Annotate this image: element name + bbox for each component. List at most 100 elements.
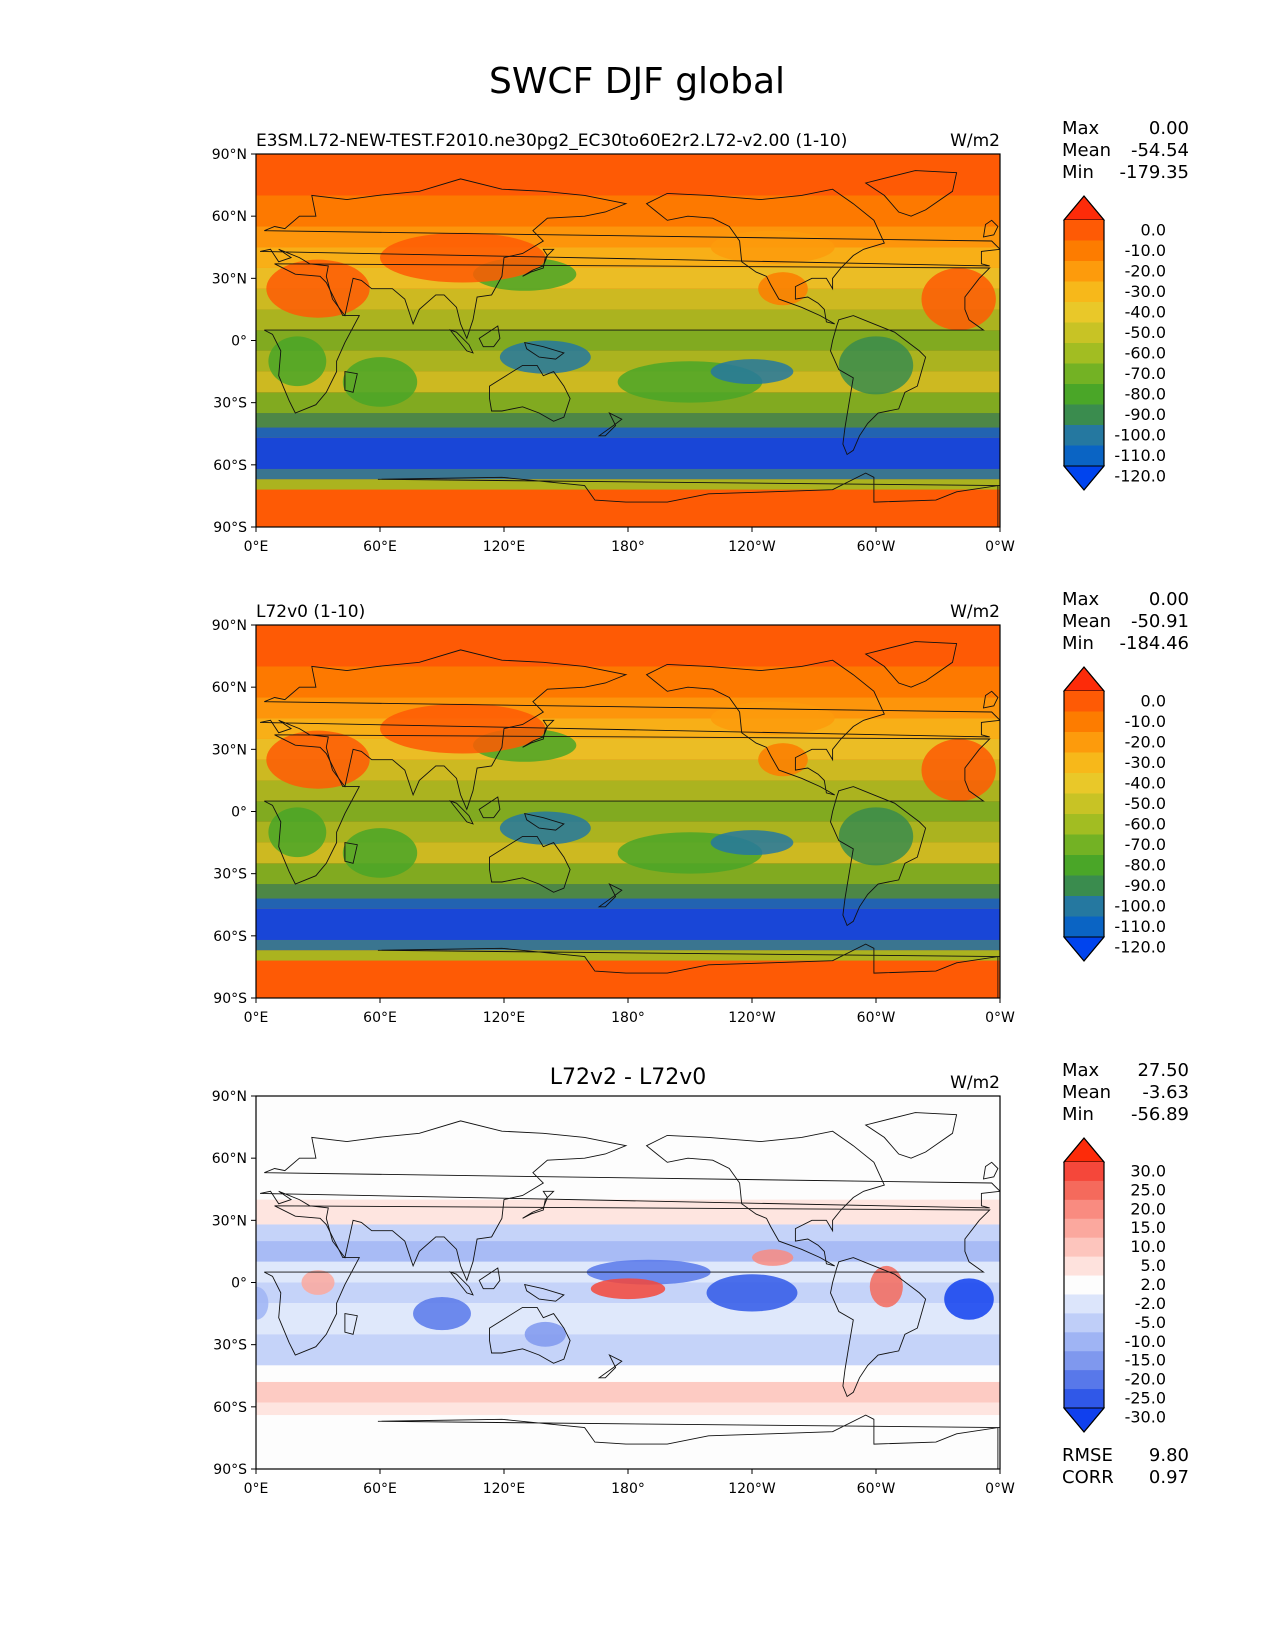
colorbar-tick-label: -10.0 [1125, 1332, 1166, 1351]
contour-region [266, 730, 370, 789]
colorbar-segment [1064, 691, 1104, 712]
contour-region [499, 340, 591, 374]
coastline [645, 1130, 885, 1267]
colorbar-segment [1064, 773, 1104, 794]
coastline [377, 943, 1000, 998]
colorbar-segment [1064, 1256, 1104, 1277]
contour-band [256, 863, 1000, 885]
colorbar-extend-max [1062, 195, 1106, 221]
contour-region [752, 1249, 794, 1266]
coastline [864, 170, 958, 217]
map-panel-reference: 90°N 60°N 30°N 0° 30°S 60°S 90°S 0°E 60°E 120°E 18… [212, 589, 1189, 1026]
lat-tick-label: 90°N [212, 618, 247, 634]
colorbar-tick-label: 20.0 [1130, 1199, 1166, 1218]
coastline [344, 371, 358, 393]
lon-tick-label: 120°W [728, 1010, 776, 1026]
stat-label-max: Max [1062, 118, 1100, 139]
map-field [256, 625, 1000, 998]
contour-region [380, 232, 546, 283]
contour-region [710, 230, 835, 264]
lat-tick-label: 30°N [212, 742, 247, 758]
lon-tick-label: 0°W [985, 1481, 1015, 1497]
coastline [645, 188, 885, 325]
colorbar-tick-label: -80.0 [1125, 855, 1166, 874]
colorbar-tick-label: -2.0 [1135, 1294, 1166, 1313]
colorbar-tick-label: 10.0 [1130, 1237, 1166, 1256]
coastline [522, 248, 555, 277]
stat-value-max: 0.00 [1149, 118, 1189, 139]
colorbar-segment [1064, 220, 1104, 241]
colorbar-tick-label: -30.0 [1125, 1407, 1166, 1426]
colorbar-segment [1064, 1180, 1104, 1201]
lon-tick-label: 60°E [363, 1010, 397, 1026]
contour-region [921, 738, 996, 802]
colorbar-segment [1064, 1218, 1104, 1239]
colorbar-tick-label: -30.0 [1125, 753, 1166, 772]
contour-region [706, 1274, 798, 1312]
contour-band [256, 195, 1000, 227]
lat-tick-label: 60°N [212, 1151, 247, 1167]
lat-tick-label: 60°S [213, 458, 247, 474]
colorbar-segment [1064, 1199, 1104, 1220]
colorbar-tick-label: -120.0 [1114, 466, 1166, 485]
colorbar-tick-label: -60.0 [1125, 343, 1166, 362]
lon-tick-label: 60°W [857, 539, 896, 555]
lon-tick-label: 0°E [244, 539, 269, 555]
contour-band [256, 950, 1000, 961]
colorbar-extend-max [1062, 1137, 1106, 1163]
coastline [489, 364, 571, 422]
coastline [645, 659, 885, 796]
lat-tick-label: 30°N [212, 1213, 247, 1229]
coastline [982, 219, 999, 238]
lon-tick-label: 120°W [728, 539, 776, 555]
colorbar-outline [1063, 1137, 1105, 1433]
contour-band [256, 898, 1000, 909]
contour-region [921, 267, 996, 331]
colorbar-tick-label: -20.0 [1125, 261, 1166, 280]
contour-band [256, 960, 1000, 998]
contour-band [256, 780, 1000, 802]
metric-label-corr: CORR [1062, 1467, 1114, 1488]
lon-tick-label: 120°E [483, 1010, 526, 1026]
colorbar-tick-label: 15.0 [1130, 1218, 1166, 1237]
contour-band [256, 1303, 1000, 1335]
stat-label-mean: Mean [1062, 1082, 1111, 1103]
contour-band [256, 427, 1000, 438]
lon-tick-label: 120°E [483, 1481, 526, 1497]
lat-tick-label: 0° [231, 1276, 247, 1292]
colorbar: 0.0 -10.0-20.0 -30.0-40.0 -50.0-60.0 -70.0-8… [1062, 195, 1166, 491]
contour-region [413, 1297, 471, 1331]
stat-label-mean: Mean [1062, 611, 1111, 632]
contour-band [256, 759, 1000, 781]
colorbar-tick-label: -5.0 [1135, 1313, 1166, 1332]
coastline [264, 263, 991, 414]
colorbar-segment [1064, 855, 1104, 876]
map-field [256, 1096, 1000, 1469]
coastline [982, 690, 999, 709]
colorbar-segment [1064, 1332, 1104, 1352]
panel-title-left: L72v0 (1-10) [256, 602, 365, 622]
map-panel-test: 90°N 60°N 30°N 0° 30°S 60°S 90°S 0°E 60°E 120°E 18… [212, 118, 1189, 555]
panel-units: W/m2 [950, 131, 1000, 151]
stat-value-min: -184.46 [1120, 633, 1189, 654]
contour-region [524, 1321, 566, 1347]
lon-tick-label: 60°E [363, 539, 397, 555]
lat-tick-label: 30°S [213, 1338, 247, 1354]
contour-band [256, 1096, 1000, 1200]
coastline [524, 341, 565, 360]
colorbar-segment [1064, 834, 1104, 856]
colorbar-tick-label: 5.0 [1141, 1256, 1166, 1275]
lon-tick-label: 0°E [244, 1481, 269, 1497]
coastline [260, 1120, 1000, 1282]
contour-region [342, 357, 418, 407]
coastline [478, 1267, 501, 1290]
colorbar-tick-label: 0.0 [1141, 691, 1166, 710]
contour-band [256, 350, 1000, 372]
contour-band [256, 1334, 1000, 1366]
colorbar-tick-label: -10.0 [1125, 241, 1166, 260]
colorbar-segment [1064, 363, 1104, 385]
colorbar-segment [1064, 404, 1104, 426]
coastline [448, 1271, 474, 1296]
coastline [344, 842, 358, 864]
